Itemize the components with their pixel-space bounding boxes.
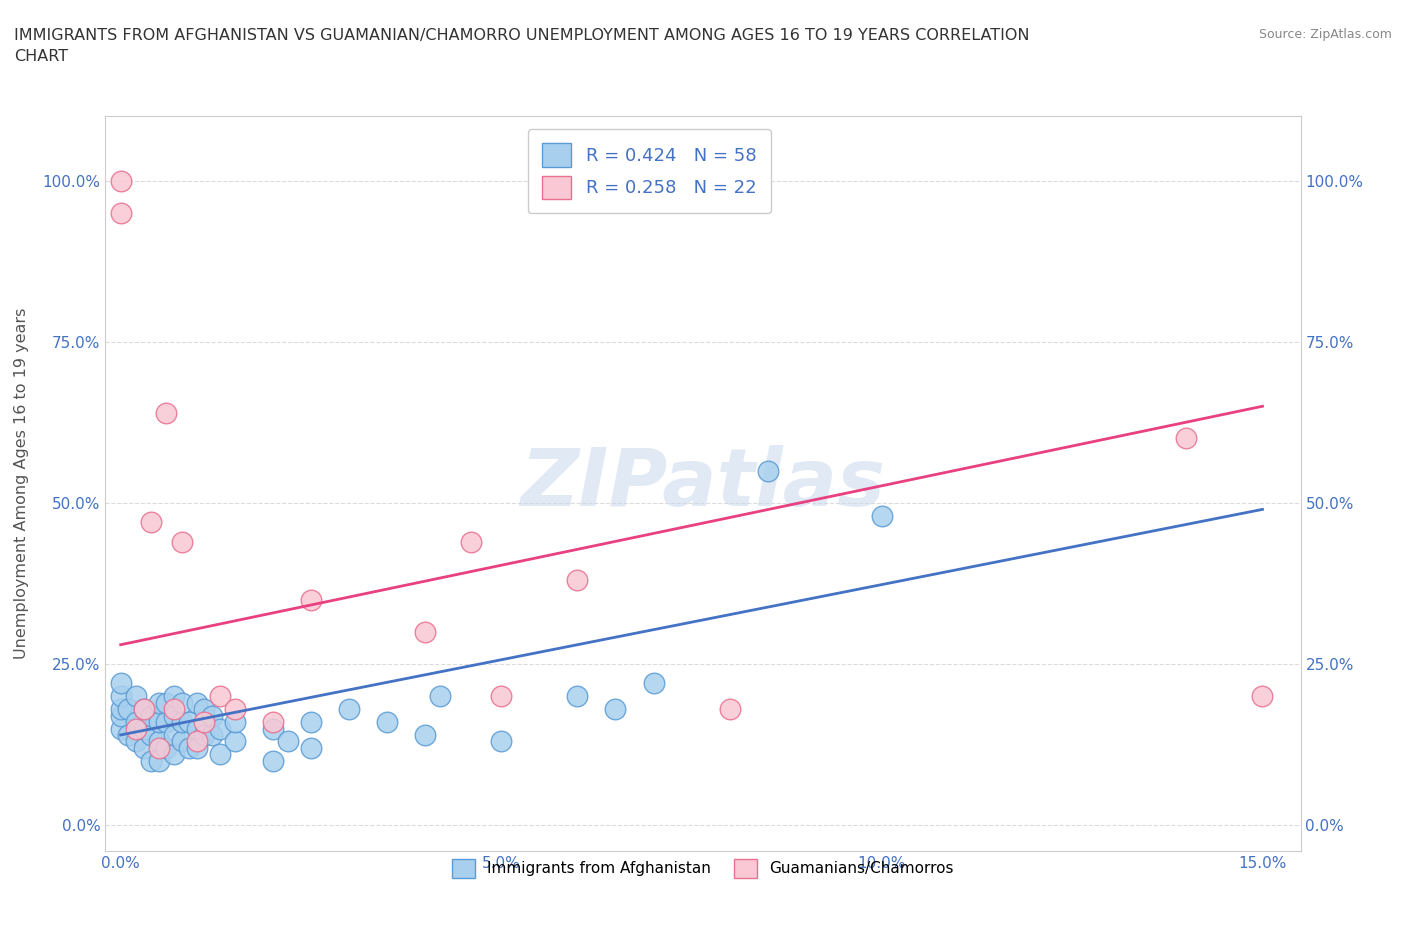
Point (139, 753, 162, 768)
Point (139, 515, 162, 530)
Point (491, 734, 513, 749)
Point (132, 740, 155, 755)
Point (224, 734, 246, 749)
Point (110, 708, 132, 723)
Point (567, 573, 589, 588)
Point (148, 714, 170, 729)
Point (756, 463, 779, 478)
Point (139, 727, 162, 742)
Point (110, 676, 132, 691)
Point (277, 734, 299, 749)
Point (201, 708, 224, 723)
Point (193, 702, 215, 717)
Point (429, 689, 451, 704)
Point (148, 696, 170, 711)
Point (110, 721, 132, 736)
Point (179, 740, 201, 755)
Point (299, 714, 322, 729)
Point (148, 740, 170, 755)
Point (132, 702, 155, 717)
Text: IMMIGRANTS FROM AFGHANISTAN VS GUAMANIAN/CHAMORRO UNEMPLOYMENT AMONG AGES 16 TO : IMMIGRANTS FROM AFGHANISTAN VS GUAMANIAN… (14, 28, 1029, 64)
Point (337, 702, 360, 717)
Point (170, 696, 193, 711)
Point (163, 747, 186, 762)
Point (139, 708, 162, 723)
Point (110, 689, 132, 704)
Point (155, 405, 177, 420)
Point (125, 714, 148, 729)
Point (163, 708, 186, 723)
Point (718, 702, 741, 717)
Point (179, 714, 201, 729)
Point (117, 727, 139, 742)
Point (299, 592, 322, 607)
Point (163, 727, 186, 742)
Point (155, 714, 177, 729)
Point (186, 740, 208, 755)
Point (1175, 431, 1198, 445)
Point (148, 753, 170, 768)
Legend: Immigrants from Afghanistan, Guamanians/Chamorros: Immigrants from Afghanistan, Guamanians/… (446, 853, 960, 884)
Point (375, 714, 398, 729)
Point (110, 702, 132, 717)
Point (262, 721, 284, 736)
Text: ZIPatlas: ZIPatlas (520, 445, 886, 523)
Point (208, 747, 231, 762)
Point (117, 702, 139, 717)
Point (262, 714, 284, 729)
Point (132, 702, 155, 717)
Point (170, 714, 193, 729)
Point (163, 689, 186, 704)
Point (605, 702, 627, 717)
Point (413, 727, 436, 742)
Point (262, 753, 284, 768)
Point (460, 534, 482, 549)
Point (186, 734, 208, 749)
Point (224, 702, 246, 717)
Point (125, 721, 148, 736)
Point (186, 696, 208, 711)
Point (193, 727, 215, 742)
Point (299, 740, 322, 755)
Point (170, 534, 193, 549)
Point (155, 696, 177, 711)
Point (132, 721, 155, 736)
Point (186, 721, 208, 736)
Point (125, 689, 148, 704)
Point (201, 727, 224, 742)
Point (208, 721, 231, 736)
Point (870, 509, 893, 524)
Point (643, 676, 665, 691)
Point (224, 714, 246, 729)
Point (125, 734, 148, 749)
Text: Source: ZipAtlas.com: Source: ZipAtlas.com (1258, 28, 1392, 41)
Point (148, 734, 170, 749)
Point (110, 206, 132, 220)
Y-axis label: Unemployment Among Ages 16 to 19 years: Unemployment Among Ages 16 to 19 years (14, 308, 28, 659)
Point (170, 734, 193, 749)
Point (163, 702, 186, 717)
Point (567, 689, 589, 704)
Point (155, 740, 177, 755)
Point (193, 714, 215, 729)
Point (208, 689, 231, 704)
Point (491, 689, 513, 704)
Point (1251, 689, 1274, 704)
Point (413, 624, 436, 639)
Point (110, 173, 132, 188)
